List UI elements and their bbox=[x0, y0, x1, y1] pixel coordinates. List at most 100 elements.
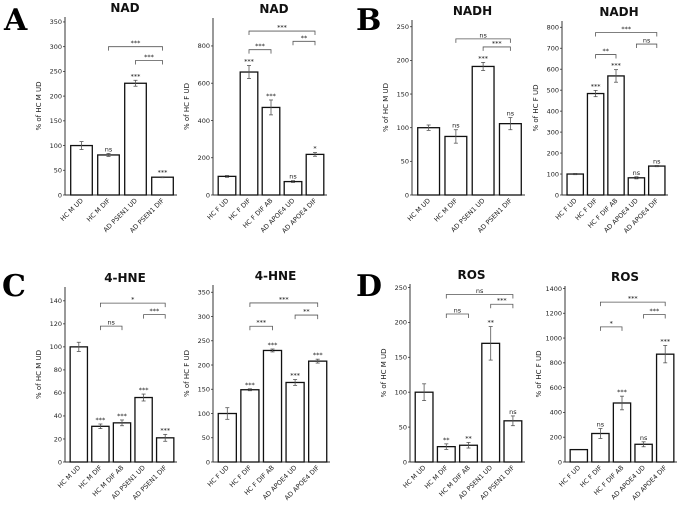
significance-label: *** bbox=[478, 54, 489, 62]
y-tick-label: 50 bbox=[401, 158, 409, 166]
bracket-label: ** bbox=[303, 308, 310, 316]
bar bbox=[607, 75, 625, 196]
bar bbox=[240, 389, 260, 463]
y-axis-label: % of HC M UD bbox=[35, 81, 43, 130]
y-tick-label: 0 bbox=[58, 191, 62, 199]
y-tick-label: 700 bbox=[547, 45, 559, 53]
significance-bracket bbox=[292, 40, 316, 46]
y-tick-label: 0 bbox=[206, 458, 210, 466]
bar bbox=[586, 92, 605, 196]
bar bbox=[124, 82, 147, 196]
y-axis-label: % of HC F UD bbox=[183, 83, 191, 130]
significance-label: *** bbox=[617, 388, 628, 396]
bracket-label: *** bbox=[279, 295, 290, 303]
y-tick-label: 100 bbox=[397, 124, 409, 132]
significance-label: *** bbox=[160, 426, 171, 434]
y-tick-label: 0 bbox=[403, 458, 407, 466]
y-tick-label: 500 bbox=[547, 86, 559, 94]
significance-bracket bbox=[248, 49, 272, 54]
bracket-label: * bbox=[610, 319, 614, 327]
y-tick-label: 80 bbox=[54, 366, 62, 374]
bar bbox=[471, 65, 495, 196]
y-tick-label: 200 bbox=[198, 361, 210, 369]
y-tick-label: 150 bbox=[50, 117, 62, 125]
bar bbox=[305, 153, 325, 196]
significance-label: *** bbox=[591, 82, 602, 90]
significance-label: ns bbox=[105, 145, 113, 153]
bar bbox=[134, 396, 153, 463]
x-category-label: HC F UD bbox=[206, 464, 231, 489]
bracket-label: *** bbox=[255, 42, 266, 50]
y-tick-label: 200 bbox=[550, 434, 562, 442]
significance-bracket bbox=[643, 314, 666, 319]
bar bbox=[283, 180, 303, 196]
y-tick-label: 0 bbox=[555, 191, 559, 199]
panel-letter: B bbox=[356, 3, 381, 38]
y-axis-label: % of HC F UD bbox=[532, 85, 540, 132]
significance-bracket bbox=[482, 46, 511, 51]
y-tick-label: 140 bbox=[50, 297, 62, 305]
significance-bracket bbox=[100, 325, 123, 331]
bracket-label: *** bbox=[150, 307, 161, 315]
bar bbox=[285, 381, 305, 463]
x-category-label: HC M DIF bbox=[85, 197, 112, 224]
chart-title: 4-HNE bbox=[255, 269, 297, 283]
x-category-label: HC M DIF bbox=[433, 197, 460, 224]
significance-bracket bbox=[600, 326, 623, 331]
bracket-label: *** bbox=[650, 307, 661, 315]
bar bbox=[655, 353, 675, 463]
significance-bracket bbox=[108, 46, 163, 51]
chart-title: ROS bbox=[611, 270, 639, 284]
significance-bracket bbox=[490, 303, 514, 309]
significance-bracket bbox=[100, 302, 166, 308]
bracket-label: ns bbox=[454, 307, 462, 315]
y-tick-label: 50 bbox=[54, 167, 62, 175]
bracket-label: * bbox=[131, 296, 135, 304]
y-tick-label: 60 bbox=[54, 389, 62, 397]
y-tick-label: 350 bbox=[50, 18, 62, 26]
significance-label: ** bbox=[443, 436, 450, 444]
y-tick-label: 200 bbox=[198, 154, 210, 162]
y-tick-label: 250 bbox=[395, 284, 407, 292]
significance-label: ** bbox=[487, 319, 494, 327]
y-axis-label: % of HC M UD bbox=[35, 350, 43, 399]
panel-5: 4-HNE % of HC F UD 0 50 100 150 200 250 300 350 HC… bbox=[183, 269, 330, 502]
significance-bracket bbox=[600, 301, 666, 307]
y-tick-label: 250 bbox=[50, 68, 62, 76]
bar bbox=[262, 349, 283, 463]
y-tick-label: 350 bbox=[198, 289, 210, 297]
y-tick-label: 600 bbox=[550, 384, 562, 392]
significance-label: *** bbox=[268, 341, 279, 349]
significance-bracket bbox=[249, 302, 319, 307]
panel-0: A NAD % of HC M UD 0 50 100 150 200 250 300 350 HC … bbox=[3, 1, 177, 235]
significance-label: ns bbox=[597, 421, 605, 429]
significance-bracket bbox=[143, 314, 166, 319]
bar bbox=[503, 420, 523, 463]
significance-bracket bbox=[455, 38, 511, 43]
y-tick-label: 150 bbox=[397, 90, 409, 98]
bracket-label: ns bbox=[107, 319, 115, 327]
y-tick-label: 40 bbox=[54, 412, 62, 420]
bar bbox=[647, 165, 666, 196]
chart-title: NAD bbox=[110, 1, 139, 15]
significance-bracket bbox=[636, 43, 658, 49]
significance-label: *** bbox=[117, 412, 128, 420]
significance-label: ns bbox=[509, 408, 517, 416]
significance-label: *** bbox=[96, 416, 107, 424]
significance-bracket bbox=[248, 30, 316, 36]
y-tick-label: 300 bbox=[198, 313, 210, 321]
bar bbox=[91, 425, 110, 463]
significance-label: *** bbox=[139, 386, 150, 394]
bar bbox=[414, 391, 434, 463]
bar bbox=[217, 412, 237, 463]
bar bbox=[69, 346, 89, 463]
panel-3: NADH % of HC F UD 0 100 200 300 400 500 600 700 80… bbox=[532, 5, 668, 235]
panel-2: B NADH % of HC M UD 0 50 100 150 200 250 HC M UD n… bbox=[356, 3, 525, 235]
y-tick-label: 0 bbox=[558, 458, 562, 466]
y-tick-label: 800 bbox=[547, 24, 559, 32]
y-tick-label: 0 bbox=[58, 458, 62, 466]
bracket-label: ns bbox=[479, 31, 487, 39]
panel-letter: D bbox=[356, 269, 382, 304]
